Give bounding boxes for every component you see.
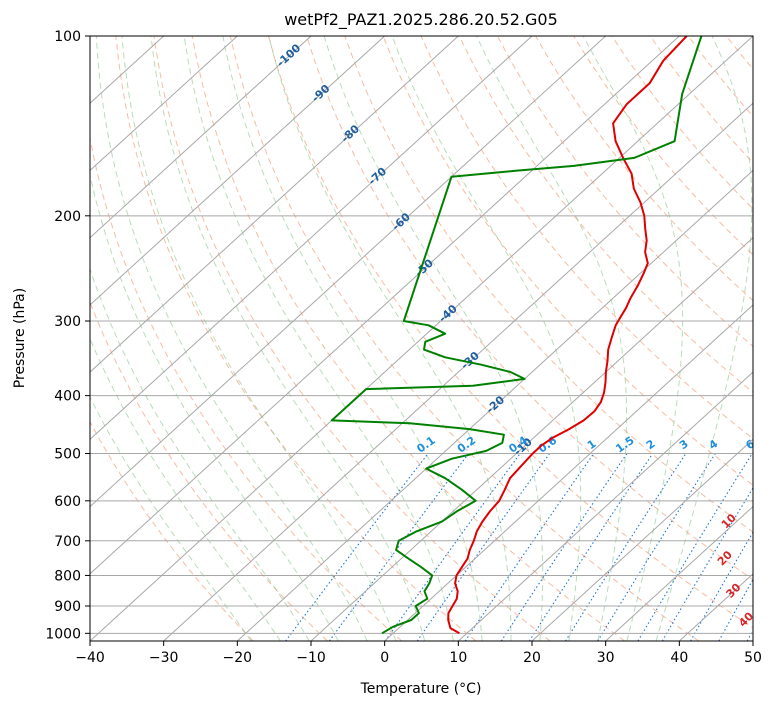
dry-adiabat-line [496,36,753,347]
isotherm-grid [90,36,753,641]
isotherm-line [90,36,753,641]
y-tick-label: 500 [54,447,81,463]
dry-adiabat-line [90,420,254,641]
moist-adiabat-line [391,36,582,641]
x-tick-label: 40 [670,650,688,666]
x-tick-label: 30 [597,650,615,666]
temperature-profile-line [447,36,688,635]
moist-adiabat-line [323,36,544,641]
isotherm-line [531,438,753,641]
y-tick-label: 1000 [45,626,81,642]
dry-adiabat-line [191,36,625,641]
chart-title: wetPf2_PAZ1.2025.286.20.52.G05 [284,10,558,30]
mixing-ratio-line [384,453,521,641]
mixing-ratio-label: 6 [743,437,757,452]
mixing-ratio-line [565,453,687,641]
dry-adiabat-line [344,36,753,533]
mixing-ratio-line [285,453,429,641]
profile-series [330,36,703,635]
mixing-ratio-lines [285,453,753,641]
y-tick-label: 100 [54,29,81,45]
dewpoint-profile-line [330,36,703,635]
moist-adiabat-line [582,36,684,641]
moist-adiabat-line [268,36,512,641]
dry-adiabat-line [458,36,753,393]
isotherm-line [236,169,753,641]
isotherm-line [163,102,753,641]
mixing-ratio-line [500,453,628,641]
mixing-ratio-line [416,453,551,641]
isotherm-line [384,304,753,641]
moist-adiabat-line [121,36,397,641]
dry-adiabat-line [229,36,700,641]
isotherm-line [605,505,753,641]
moist-adiabat-line [90,267,310,641]
x-tick-label: −20 [223,650,253,666]
dry-adiabat-line [90,135,403,641]
moist-adiabat-line [90,395,252,641]
x-tick-label: −10 [296,650,326,666]
isotherm-line [457,371,753,641]
y-axis-label: Pressure (hPa) [12,288,28,388]
isotherm-line [90,36,459,373]
mixing-ratio-line [661,486,753,641]
y-tick-label: 200 [54,209,81,225]
plot-frame [89,35,754,642]
isotherm-line [90,36,607,508]
moist-adiabat-line [90,173,339,641]
isotherm-line [90,36,533,441]
plot-area: -100-90-80-70-60-50-40-30-20-100.1 0.2 0.4… [90,36,757,641]
y-tick-label: 300 [54,314,81,330]
y-tick-label: 800 [54,568,81,584]
mixing-ratio-line [690,531,753,641]
x-tick-label: −40 [75,650,105,666]
dry-adiabat-line [268,36,753,629]
dry-adiabat-line [306,36,753,581]
moist-adiabat-line [95,36,368,641]
x-axis-ticks: −40 −30 −20 −10 0 10 20 30 40 50 [75,641,762,666]
dry-adiabat-line [382,36,753,486]
x-tick-label: 0 [380,650,389,666]
dry-adiabat-line [153,36,551,641]
x-tick-label: −30 [149,650,179,666]
moist-adiabat-line [222,36,483,641]
y-tick-label: 400 [54,389,81,405]
mixing-ratio-line [464,453,595,641]
moist-adiabat-line [655,36,753,641]
moist-adiabat-line [90,337,281,641]
y-tick-label: 600 [54,494,81,510]
isotherm-line [90,36,680,575]
x-tick-label: 10 [449,650,467,666]
y-axis-ticks: 100 200 300 400 500 600 700 800 900 1000 [45,29,90,642]
dry-adiabat-line [420,36,753,440]
mixing-ratio-line [328,453,470,641]
isotherm-line [310,236,753,641]
moist-adiabat-line [476,36,628,641]
x-tick-label: 50 [744,650,762,666]
x-axis-label: Temperature (°C) [360,681,482,697]
dry-adiabat-line [90,301,328,641]
moist-adiabat-line [150,36,426,641]
isotherm-line [90,36,238,172]
y-tick-label: 900 [54,599,81,615]
isotherm-line [90,36,386,306]
moist-adiabats [90,36,753,641]
dry-adiabat-line [535,36,753,302]
y-tick-label: 700 [54,534,81,550]
isotherm-line [90,36,312,239]
x-tick-label: 20 [523,650,541,666]
